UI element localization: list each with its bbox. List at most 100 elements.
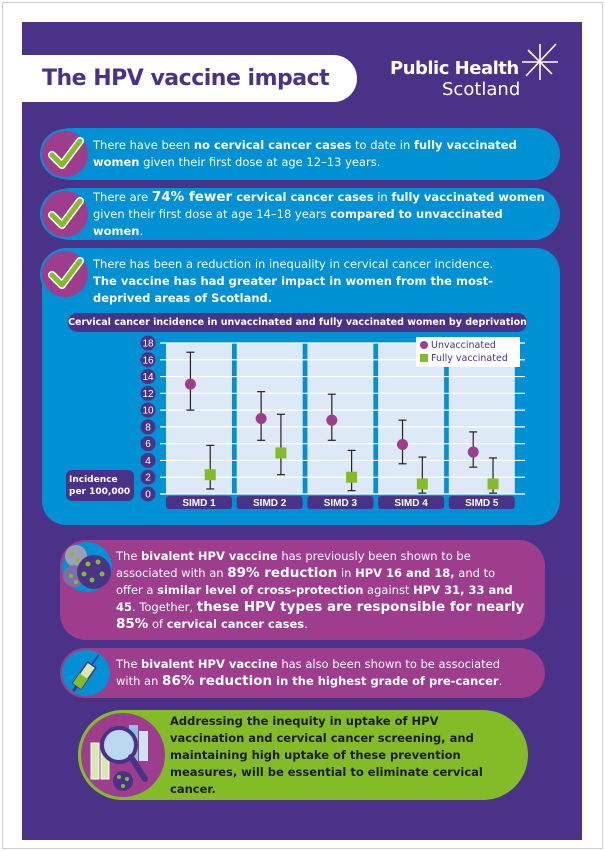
tick-badge (140, 369, 156, 385)
body-text: The (116, 548, 142, 563)
x-tick-label: SIMD 4 (394, 498, 428, 509)
legend-label: Fully vaccinated (431, 353, 508, 364)
y-tick-label: 6 (145, 439, 151, 450)
x-tick-label: SIMD 1 (182, 498, 216, 509)
emphasis-text: no cervical cancer cases (193, 138, 352, 152)
fact-text: There have been no cervical cancer cases… (93, 137, 546, 171)
page-title: The HPV vaccine impact (42, 66, 330, 91)
category-panel (448, 343, 515, 494)
body-text: has also been shown to be associated wit… (116, 657, 501, 688)
body-text: . (498, 674, 503, 688)
tick-badge (140, 436, 156, 452)
y-tick-label: 8 (145, 422, 151, 433)
y-tick-label: 0 (145, 490, 151, 501)
emphasis-text: in the highest grade of pre-cancer (272, 674, 499, 688)
emphasis-text: fully vaccinated women (391, 189, 545, 204)
check-icon (40, 129, 90, 179)
y-tick-label: 12 (142, 389, 154, 400)
tick-badge (140, 452, 156, 468)
unvaccinated-point (326, 414, 338, 426)
category-panel (236, 343, 303, 494)
y-tick-label: 4 (145, 456, 151, 467)
emphasis-text: 89% reduction (227, 564, 338, 581)
emphasis-text: compared to unvaccinated women (93, 206, 503, 238)
y-tick-label: 18 (142, 339, 154, 350)
body-text: against (363, 582, 414, 597)
y-tick-label: 14 (142, 372, 154, 383)
logo-line1: Public Health (390, 58, 519, 79)
check-icon (40, 249, 90, 299)
body-text: of (148, 616, 167, 631)
vaccinated-point (346, 471, 358, 483)
category-label-bg (307, 496, 374, 509)
incidence-chart: 0 2 4 6 8 10 12 14 16 18 SIMD 1 SIMD 2 SIMD 3 SIMD 4 S… (140, 335, 525, 509)
x-tick-label: SIMD 5 (465, 498, 499, 509)
tick-badge (140, 385, 156, 401)
unvaccinated-point (184, 378, 196, 390)
body-text: . (304, 616, 308, 631)
star-burst-icon (522, 43, 558, 80)
magnifier-chart-icon (78, 710, 168, 800)
body-text: . (139, 223, 144, 238)
tick-badge (140, 469, 156, 485)
emphasis-text: cervical cancer cases (166, 616, 305, 631)
body-text: The (116, 657, 142, 671)
legend-label: Unvaccinated (431, 340, 496, 351)
title-banner: The HPV vaccine impact (22, 55, 357, 102)
vaccinated-point (204, 469, 216, 481)
fact-89-reduction: The bivalent HPV vaccine has previously … (60, 540, 545, 640)
vaccinated-point (487, 478, 499, 490)
fact-86-reduction: The bivalent HPV vaccine has also been s… (60, 648, 545, 698)
chart-title: Cervical cancer incidence in unvaccinate… (68, 313, 527, 332)
vaccinated-point (275, 447, 287, 459)
body-text: There are (93, 189, 152, 204)
emphasis-text: bivalent HPV vaccine (141, 548, 278, 563)
y-tick-label: 2 (145, 473, 151, 484)
y-tick-label: 10 (142, 406, 154, 417)
category-panel (307, 343, 374, 494)
check-icon (40, 189, 90, 239)
x-tick-label: SIMD 2 (253, 498, 287, 509)
fact-text: The bivalent HPV vaccine has previously … (116, 548, 525, 633)
public-health-scotland-logo: Public Health Scotland (390, 43, 565, 105)
circle-marker-icon (420, 341, 428, 349)
vaccinated-point (416, 478, 428, 490)
emphasis-text: HPV 16 and 18, (355, 565, 455, 580)
body-text: has previously been shown to be associat… (116, 548, 471, 580)
virus-icon (62, 542, 112, 592)
y-axis-label: Incidence per 100,000 (66, 470, 134, 501)
y-tick-label: 16 (142, 355, 154, 366)
category-label-bg (378, 496, 445, 509)
body-text: in (337, 565, 356, 580)
body-text: to date in (351, 138, 414, 152)
emphasis-text: fully vaccinated women (93, 138, 517, 169)
category-label-bg (236, 496, 303, 509)
unvaccinated-point (397, 439, 409, 451)
emphasis-text: bivalent HPV vaccine (141, 657, 278, 671)
emphasis-text: cervical cancer cases (232, 189, 374, 204)
unvaccinated-point (255, 413, 267, 424)
emphasis-text: these HPV types are responsible for near… (116, 598, 525, 632)
fact-no-cases: There have been no cervical cancer cases… (45, 128, 560, 180)
body-text: given their first dose at age 14–18 year… (93, 206, 331, 221)
category-label-bg (448, 496, 515, 509)
tick-badge (140, 352, 156, 368)
emphasis-text: similar level of cross-protection (157, 582, 364, 597)
tick-badge (140, 419, 156, 435)
legend-item-fully-vaccinated: Fully vaccinated (420, 352, 516, 365)
fact-text: Addressing the inequity in uptake of HPV… (170, 713, 512, 798)
chart-legend: Unvaccinated Fully vaccinated (416, 337, 520, 367)
fact-text: The bivalent HPV vaccine has also been s… (116, 656, 525, 690)
category-label-bg (166, 496, 232, 509)
unvaccinated-point (467, 446, 479, 458)
body-text: given their first dose at age 12–13 year… (139, 155, 381, 169)
emphasis-text: HPV 31, 33 and 45 (116, 582, 513, 614)
body-text: in (373, 189, 392, 204)
x-tick-label: SIMD 3 (324, 498, 358, 509)
logo-line2: Scotland (442, 79, 521, 100)
body-text: . Together, (132, 599, 197, 614)
emphasis-text: 86% reduction (162, 673, 273, 689)
emphasis-text: 74% fewer (151, 188, 233, 205)
syringe-icon (62, 650, 110, 696)
